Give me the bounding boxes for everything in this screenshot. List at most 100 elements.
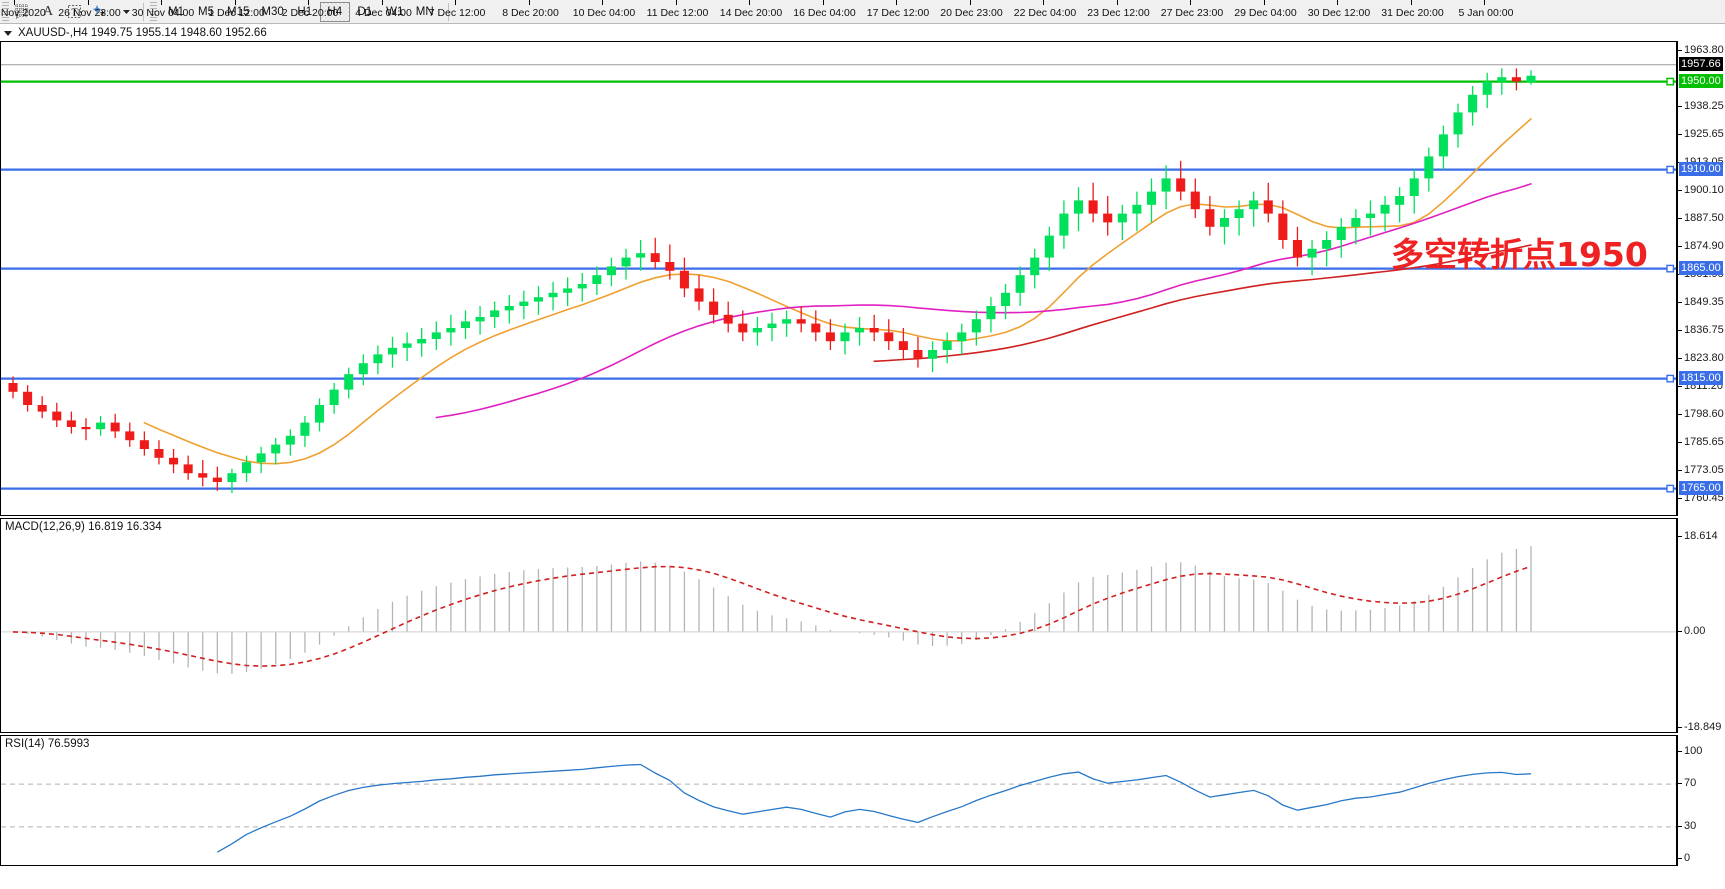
- time-axis-label: 17 Dec 12:00: [866, 7, 930, 19]
- price-axis-tick: [1678, 190, 1682, 192]
- objects-icon[interactable]: [87, 1, 113, 23]
- rsi-axis-label: 30: [1684, 819, 1697, 832]
- ma-mid-line: [435, 183, 1532, 419]
- time-axis-tick: [1263, 0, 1265, 5]
- price-axis-label: 1887.50: [1684, 212, 1724, 225]
- toolbar-divider: [143, 2, 144, 21]
- price-axis-tick: [1678, 50, 1682, 52]
- price-axis-label: 1900.10: [1684, 184, 1724, 197]
- price-chart-panel[interactable]: 多空转折点1950: [0, 41, 1677, 516]
- price-axis-tick: [1678, 274, 1682, 276]
- price-chart-canvas: [1, 64, 1676, 493]
- macd-title: MACD(12,26,9) 16.819 16.334: [5, 521, 162, 533]
- price-axis-tick: [1678, 497, 1682, 499]
- timeframe-mn[interactable]: MN: [415, 5, 434, 18]
- level-price-tag[interactable]: 1910.00: [1679, 161, 1723, 176]
- chevron-down-icon[interactable]: [4, 30, 12, 36]
- last-price-tag: 1957.66: [1679, 56, 1723, 71]
- time-axis-label: 2 Dec 20:00: [281, 7, 339, 19]
- time-axis-tick: [1116, 0, 1118, 5]
- price-axis-tick: [1678, 302, 1682, 304]
- candlestick-series: [8, 68, 1536, 493]
- macd-histogram: [26, 546, 1532, 674]
- chart-annotation-text: 多空转折点1950: [1391, 235, 1648, 274]
- time-axis-tick: [1410, 0, 1412, 5]
- time-axis-label: 14 Dec 20:00: [719, 7, 783, 19]
- time-axis-label: 31 Dec 20:00: [1381, 7, 1444, 19]
- price-axis-tick: [1678, 218, 1682, 220]
- timeframe-m1[interactable]: M1: [168, 5, 184, 18]
- crosshair-icon[interactable]: F: [9, 1, 35, 23]
- macd-axis[interactable]: 18.614 0.00 -18.849: [1677, 518, 1725, 733]
- price-axis-label: 1785.65: [1684, 436, 1724, 449]
- timeframe-d1[interactable]: D1: [357, 5, 373, 18]
- rsi-title: RSI(14) 76.5993: [5, 738, 90, 750]
- timeframe-grip[interactable]: [150, 1, 157, 22]
- price-axis-tick: [1678, 329, 1682, 331]
- time-axis[interactable]: 25 Nov 2020 26 Nov 23:00 30 Nov 04:00 1 Dec…: [0, 0, 1677, 23]
- rsi-axis[interactable]: 100 70 30 0: [1677, 735, 1725, 866]
- macd-canvas: [1, 546, 1676, 674]
- time-axis-label: 7 Dec 12:00: [428, 7, 486, 19]
- price-axis-tick: [1678, 245, 1682, 247]
- time-axis-label: 10 Dec 04:00: [572, 7, 636, 19]
- time-axis-tick: [87, 0, 89, 5]
- time-axis-tick: [1337, 0, 1338, 5]
- time-axis-label: 30 Nov 04:00: [131, 7, 195, 19]
- level-price-tag[interactable]: 1765.00: [1679, 480, 1723, 495]
- rsi-panel[interactable]: RSI(14) 76.5993: [0, 735, 1677, 866]
- price-axis-tick: [1678, 358, 1682, 360]
- macd-axis-tick: [1678, 727, 1682, 728]
- toolbar-grip[interactable]: [2, 1, 9, 22]
- time-axis-tick: [1190, 0, 1191, 5]
- price-axis-label: 1925.65: [1684, 128, 1724, 141]
- time-axis-tick: [161, 0, 162, 5]
- timeframe-h4[interactable]: H4: [319, 1, 350, 22]
- price-axis-tick: [1678, 442, 1682, 444]
- rsi-axis-tick: [1678, 751, 1682, 752]
- rsi-axis-label: 0: [1684, 852, 1691, 864]
- ma-slow-line: [873, 244, 1532, 363]
- level-price-tag[interactable]: 1865.00: [1679, 260, 1723, 275]
- price-axis[interactable]: 1963.801938.251925.651913.051900.101887.…: [1677, 41, 1725, 516]
- rsi-axis-label: 100: [1684, 745, 1703, 757]
- macd-panel[interactable]: MACD(12,26,9) 16.819 16.334: [0, 518, 1677, 733]
- time-axis-label: 20 Dec 23:00: [940, 7, 1003, 19]
- text-tool-icon[interactable]: A: [42, 3, 54, 19]
- time-axis-label: 29 Dec 04:00: [1234, 7, 1297, 19]
- time-axis-tick: [1484, 0, 1485, 5]
- price-axis-tick: [1678, 106, 1682, 108]
- timeframe-m5[interactable]: M5: [198, 5, 214, 18]
- level-price-tag[interactable]: 1815.00: [1679, 370, 1723, 385]
- time-axis-tick: [381, 0, 383, 5]
- dropdown-arrow-icon[interactable]: [113, 1, 139, 23]
- symbol-quote-text: XAUUSD-,H4 1949.75 1955.14 1948.60 1952.…: [18, 27, 267, 39]
- rsi-canvas: [1, 763, 1676, 853]
- time-axis-label: 8 Dec 20:00: [502, 7, 559, 19]
- timeframe-w1[interactable]: W1: [386, 5, 404, 18]
- macd-axis-label: 0.00: [1684, 624, 1706, 637]
- time-axis-tick: [455, 0, 456, 5]
- time-axis-label: 27 Dec 23:00: [1160, 7, 1224, 19]
- time-axis-tick: [675, 0, 677, 5]
- level-price-tag[interactable]: 1950.00: [1679, 73, 1723, 88]
- time-axis-label: 11 Dec 12:00: [646, 7, 709, 19]
- rsi-axis-label: 70: [1684, 777, 1697, 790]
- time-axis-tick: [969, 0, 971, 5]
- timeframe-h1[interactable]: H1: [297, 5, 313, 18]
- price-axis-label: 1823.80: [1684, 352, 1724, 365]
- time-axis-label: 16 Dec 04:00: [793, 7, 856, 19]
- time-axis-label: 25 Nov 2020: [0, 7, 46, 19]
- toolbar-divider-2: [447, 2, 449, 21]
- price-axis-tick: [1678, 385, 1682, 387]
- time-axis-label: 22 Dec 04:00: [1013, 7, 1077, 19]
- text-label-icon[interactable]: T: [61, 1, 87, 23]
- time-axis-label: 4 Dec 04:00: [355, 7, 412, 19]
- rsi-line: [216, 763, 1532, 853]
- timeframe-m15[interactable]: M15: [227, 5, 250, 18]
- price-axis-tick: [1678, 134, 1682, 136]
- price-axis-label: 1849.35: [1684, 296, 1724, 309]
- macd-axis-label: -18.849: [1684, 721, 1722, 733]
- timeframe-m30[interactable]: M30: [261, 5, 284, 18]
- price-axis-label: 1938.25: [1684, 100, 1724, 113]
